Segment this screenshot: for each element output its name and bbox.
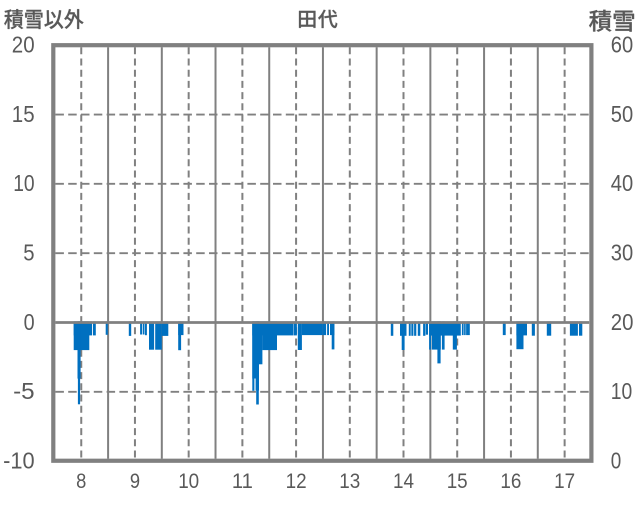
svg-text:0: 0 xyxy=(611,447,622,473)
svg-text:0: 0 xyxy=(24,309,35,335)
svg-text:8: 8 xyxy=(76,469,86,493)
svg-text:10: 10 xyxy=(13,170,34,196)
svg-text:30: 30 xyxy=(611,240,633,266)
svg-text:17: 17 xyxy=(554,469,575,493)
svg-text:20: 20 xyxy=(611,309,634,335)
svg-text:40: 40 xyxy=(611,170,633,196)
svg-text:15: 15 xyxy=(447,469,468,493)
svg-text:9: 9 xyxy=(130,469,140,493)
svg-text:14: 14 xyxy=(393,469,414,493)
svg-text:-5: -5 xyxy=(13,378,35,404)
svg-text:-10: -10 xyxy=(3,447,35,473)
svg-text:60: 60 xyxy=(611,32,633,58)
svg-text:11: 11 xyxy=(232,469,253,493)
svg-text:16: 16 xyxy=(500,469,521,493)
svg-text:13: 13 xyxy=(339,469,360,493)
svg-text:5: 5 xyxy=(23,240,34,266)
svg-text:10: 10 xyxy=(178,469,199,493)
svg-text:12: 12 xyxy=(286,469,307,493)
svg-text:50: 50 xyxy=(611,101,633,127)
svg-text:20: 20 xyxy=(12,32,35,58)
svg-text:10: 10 xyxy=(611,378,633,404)
svg-text:15: 15 xyxy=(12,101,35,127)
